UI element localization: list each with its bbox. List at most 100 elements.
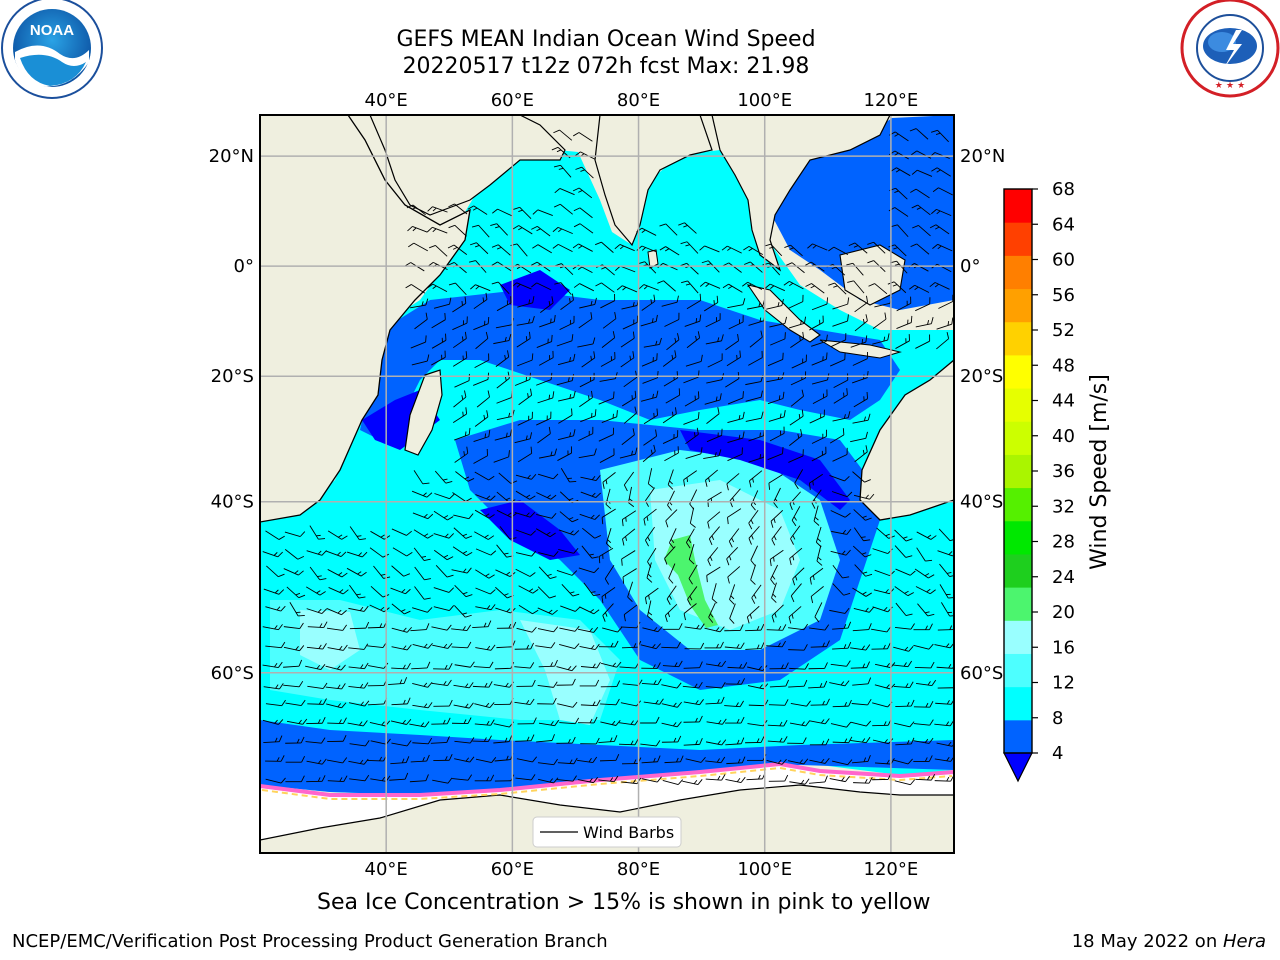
wind-barb-icon: [601, 587, 616, 604]
wind-barb-icon: [854, 445, 868, 463]
wind-barb-icon: [348, 700, 370, 707]
wind-barb-icon: [389, 772, 409, 781]
wind-barb-icon: [283, 645, 305, 652]
wind-barb-icon: [830, 333, 847, 347]
wind-barb-icon: [931, 208, 952, 217]
wind-barb-icon: [620, 331, 635, 348]
wind-barb-icon: [349, 740, 370, 747]
wind-barb-icon: [807, 243, 828, 251]
wind-barb-icon: [850, 644, 871, 651]
wind-barb-icon: [346, 551, 368, 558]
wind-barb-icon: [327, 775, 348, 782]
wind-barb-icon: [491, 281, 510, 295]
wind-barb-icon: [662, 350, 677, 367]
wind-barb-icon: [895, 699, 915, 708]
wind-barb-icon: [727, 508, 742, 525]
wind-barb-icon: [726, 547, 739, 566]
wind-barb-icon: [348, 662, 369, 670]
wind-barb-icon: [538, 777, 559, 784]
noaa-logo-text: NOAA: [30, 22, 74, 39]
colorbar-tick-label: 20: [1052, 602, 1075, 623]
sea-ice-edge-inner: [261, 766, 953, 800]
wind-barb-icon: [602, 603, 614, 622]
wind-barb-icon: [305, 664, 326, 671]
wind-barb-icon: [309, 566, 327, 581]
wind-barb-icon: [791, 354, 807, 369]
wind-barb-icon: [767, 719, 788, 727]
wind-barb-icon: [790, 389, 804, 407]
wind-barb-icon: [452, 351, 468, 367]
wind-barb-icon: [705, 469, 719, 487]
wind-barb-icon: [473, 292, 488, 310]
wind-barb-icon: [409, 721, 430, 728]
wind-barb-icon: [664, 312, 680, 327]
wind-barb-icon: [286, 586, 306, 599]
wind-barb-icon: [790, 331, 805, 348]
wind-barb-icon: [579, 513, 600, 520]
wind-barb-icon: [391, 626, 413, 633]
wind-barb-icon: [414, 586, 431, 600]
wind-barb-icon: [327, 735, 347, 742]
wind-barb-icon: [326, 624, 347, 631]
wind-barb-icon: [432, 642, 453, 649]
wind-barb-icon: [454, 373, 470, 388]
wind-barb-icon: [745, 623, 765, 632]
wind-barb-icon: [808, 680, 828, 689]
wind-barb-icon: [517, 296, 535, 308]
wind-barb-icon: [768, 774, 789, 782]
wind-barb-icon: [876, 527, 896, 539]
wind-barb-icon: [598, 427, 614, 442]
wind-barb-icon: [493, 333, 512, 345]
wind-barb-icon: [746, 605, 760, 624]
wind-barb-icon: [412, 512, 434, 520]
wind-barb-icon: [767, 446, 784, 461]
wind-barb-icon: [601, 661, 622, 668]
wind-barb-icon: [725, 334, 739, 351]
wind-barb-icon: [666, 333, 680, 351]
wind-barb-icon: [809, 718, 830, 725]
colorbar-segment: [1004, 288, 1032, 323]
wind-barb-icon: [413, 547, 431, 561]
wind-barb-icon: [711, 583, 718, 604]
wind-barb-icon: [537, 426, 551, 444]
colorbar-segment: [1004, 719, 1032, 754]
wind-barb-icon: [751, 584, 762, 604]
wind-barb-icon: [537, 607, 558, 615]
wind-barb-icon: [684, 623, 705, 630]
wind-barb-icon: [431, 312, 446, 329]
colorbar-under-triangle: [1003, 752, 1033, 783]
wind-barb-icon: [726, 756, 746, 765]
wind-barb-icon: [474, 702, 495, 708]
wind-barb-icon: [830, 549, 851, 556]
wind-barb-icon: [832, 759, 853, 766]
wind-barb-icon: [748, 350, 763, 366]
wind-barb-icon: [349, 584, 366, 599]
colorbar-segment: [1004, 487, 1032, 522]
wind-barb-icon: [433, 587, 455, 593]
wind-barb-icon: [514, 662, 535, 669]
wind-barb-icon: [556, 334, 574, 347]
wind-barb-icon: [581, 527, 602, 539]
wind-barb-icon: [453, 527, 473, 539]
wind-barb-icon: [666, 585, 677, 605]
wind-barb-icon: [683, 738, 703, 746]
wind-barb-icon: [764, 243, 783, 257]
wind-barb-icon: [517, 411, 533, 426]
wind-barb-icon: [619, 447, 638, 459]
wind-barb-icon: [349, 774, 370, 782]
wind-barb-icon: [452, 546, 473, 557]
wind-barb-icon: [644, 587, 659, 605]
title-line-2: 20220517 t12z 072h fcst Max: 21.98: [402, 54, 810, 79]
wind-barb-icon: [285, 699, 306, 706]
wind-barb-icon: [467, 205, 488, 215]
wind-barb-icon: [789, 409, 804, 426]
wind-barb-icon: [895, 602, 913, 616]
wind-barb-icon: [558, 529, 580, 536]
wind-barb-icon: [536, 411, 552, 426]
wind-barb-icon: [895, 568, 916, 576]
wind-barb-icon: [627, 581, 634, 603]
wind-barb-icon: [914, 661, 935, 669]
wind-barb-icon: [579, 606, 600, 615]
wind-barb-icon: [743, 245, 763, 256]
